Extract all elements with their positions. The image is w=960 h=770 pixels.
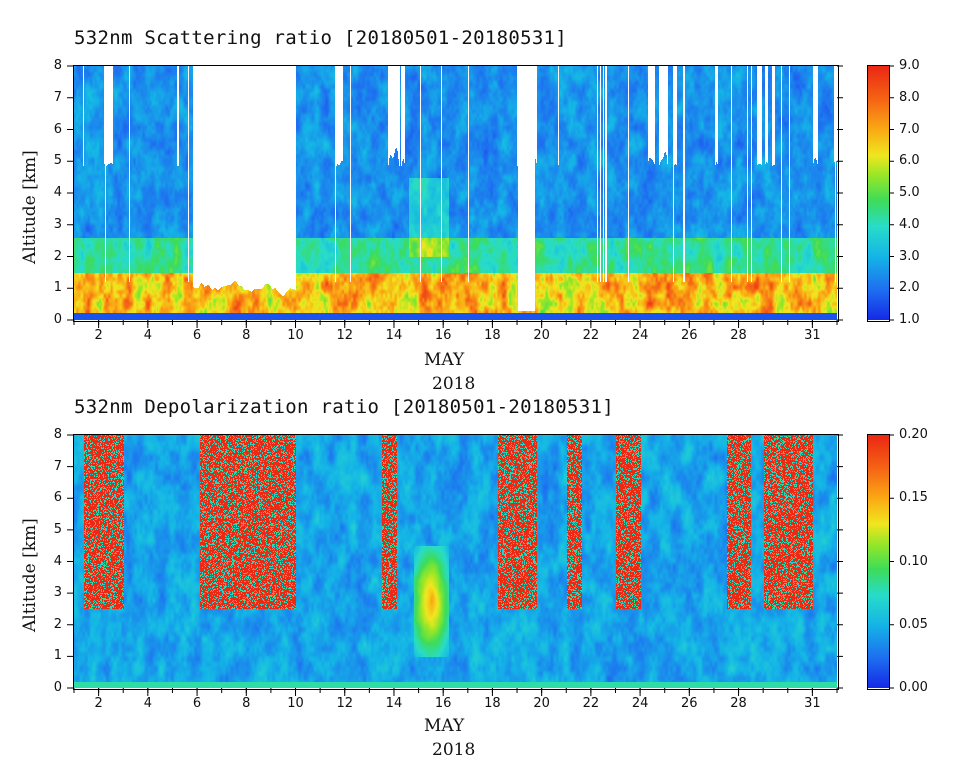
chart-title: 532nm Depolarization ratio [20180501-201… (74, 396, 614, 418)
x-tick-label: 20 (533, 696, 550, 711)
y-tick-label: 8 (53, 427, 62, 442)
scattering-ratio-heatmap (74, 66, 837, 320)
x-tick-label: 6 (192, 328, 202, 343)
colorbar-tick-label: 8.0 (899, 89, 920, 105)
depolarization-ratio-heatmap (74, 435, 837, 688)
x-tick-label: 16 (434, 696, 452, 711)
chart-title: 532nm Scattering ratio [20180501-2018053… (74, 27, 568, 49)
x-tick-label: 12 (336, 328, 354, 343)
colorbar-tick-label: 0.15 (899, 490, 928, 506)
colorbar-tick-label: 3.0 (899, 248, 920, 264)
y-tick-label: 4 (53, 185, 62, 200)
x-tick-label: 8 (242, 328, 251, 343)
x-tick-label: 10 (287, 328, 304, 343)
y-tick-label: 0 (53, 312, 62, 327)
x-tick-label: 18 (484, 696, 501, 711)
colorbar-tick-label: 6.0 (899, 153, 920, 169)
x-axis-label: MAY (424, 350, 465, 370)
colorbar-tick-label: 5.0 (899, 185, 920, 200)
x-tick-label: 22 (582, 696, 600, 711)
x-tick-label: 24 (631, 328, 649, 343)
x-tick-label: 4 (143, 328, 152, 343)
colorbar-tick-label: 7.0 (899, 121, 920, 137)
y-tick-label: 2 (53, 248, 62, 264)
y-tick-label: 7 (53, 89, 62, 105)
x-tick-label: 24 (631, 696, 649, 711)
y-tick-label: 3 (53, 216, 62, 232)
x-tick-label: 2 (94, 328, 103, 343)
x-tick-label: 26 (681, 328, 698, 343)
colorbar-tick-label: 0.00 (899, 680, 928, 695)
x-axis-year: 2018 (432, 374, 476, 394)
colorbar-tick-label: 0.05 (899, 616, 928, 632)
x-tick-label: 16 (434, 328, 452, 343)
colorbar-tick-label: 4.0 (899, 216, 920, 232)
colorbar-tick-label: 9.0 (899, 58, 920, 73)
y-tick-label: 5 (53, 521, 62, 537)
y-tick-label: 0 (53, 680, 62, 695)
colorbar-tick-label: 0.10 (899, 553, 928, 569)
x-tick-label: 8 (242, 696, 251, 711)
y-tick-label: 2 (53, 616, 62, 632)
x-tick-label: 28 (730, 696, 747, 711)
colorbar-tick-label: 1.0 (899, 312, 920, 327)
x-tick-label: 2 (94, 696, 103, 711)
x-tick-label: 10 (287, 696, 304, 711)
y-tick-label: 5 (53, 153, 62, 169)
y-tick-label: 1 (53, 648, 62, 664)
colorbar (868, 66, 889, 320)
x-tick-label: 6 (192, 696, 202, 711)
x-axis-label: MAY (424, 716, 465, 736)
x-tick-label: 18 (484, 328, 501, 343)
y-tick-label: 4 (53, 553, 62, 569)
colorbar (868, 435, 889, 688)
x-tick-label: 14 (385, 696, 403, 711)
x-tick-label: 12 (336, 696, 354, 711)
x-tick-label: 31 (804, 696, 821, 711)
y-tick-label: 6 (53, 490, 62, 506)
y-tick-label: 7 (53, 458, 62, 474)
y-tick-label: 1 (53, 280, 62, 296)
x-tick-label: 31 (804, 328, 821, 343)
x-tick-label: 28 (730, 328, 747, 343)
y-tick-label: 6 (53, 121, 62, 137)
x-tick-label: 22 (582, 328, 600, 343)
y-tick-label: 8 (53, 58, 62, 73)
x-tick-label: 4 (143, 696, 152, 711)
x-tick-label: 26 (681, 696, 698, 711)
colorbar-tick-label: 0.20 (899, 427, 928, 442)
colorbar-tick-label: 2.0 (899, 280, 920, 296)
x-tick-label: 14 (385, 328, 403, 343)
y-tick-label: 3 (53, 585, 62, 601)
x-tick-label: 20 (533, 328, 550, 343)
x-axis-year: 2018 (432, 740, 476, 760)
